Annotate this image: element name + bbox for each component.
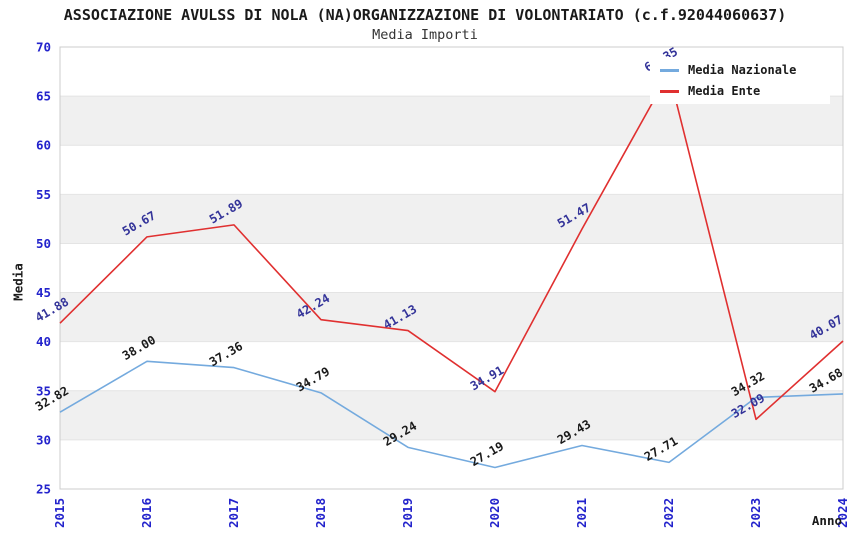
plot-border (59, 46, 844, 490)
background-band (60, 96, 843, 146)
x-tick-label: 2019 (400, 498, 415, 528)
x-tick-label: 2022 (661, 498, 676, 528)
background-band (60, 194, 843, 244)
y-tick-label: 65 (36, 89, 51, 104)
series-line-0 (59, 360, 844, 469)
x-axis-title: Anno (811, 513, 842, 528)
data-label: 34.91 (468, 363, 506, 393)
x-tick-label: 2016 (139, 498, 154, 528)
media-ente-line-swatch (660, 89, 679, 93)
legend-item-media-nazionale: Media Nazionale (660, 63, 822, 77)
y-tick-label: 55 (36, 187, 51, 202)
x-tick-label: 2018 (313, 498, 328, 528)
y-tick-label: 60 (36, 138, 51, 153)
y-axis-title: Media (10, 263, 26, 301)
legend-label: Media Nazionale (688, 63, 797, 77)
x-tick-label: 2021 (574, 498, 589, 528)
series-line-1 (59, 72, 844, 421)
data-label: 37.36 (207, 339, 245, 369)
y-tick-label: 50 (36, 236, 51, 251)
x-tick-label: 2024 (835, 498, 850, 528)
x-tick-label: 2015 (52, 498, 67, 528)
y-tick-label: 40 (36, 334, 51, 349)
y-tick-label: 35 (36, 383, 51, 398)
legend-item-media-ente: Media Ente (660, 84, 822, 98)
chart-subtitle: Media Importi (372, 27, 478, 43)
media-nazionale-line-swatch (660, 68, 679, 72)
legend-label: Media Ente (688, 84, 761, 98)
x-tick-label: 2017 (226, 498, 241, 528)
legend: Media Nazionale Media Ente (650, 57, 830, 104)
chart-title: ASSOCIAZIONE AVULSS DI NOLA (NA)ORGANIZZ… (63, 6, 787, 24)
y-tick-label: 70 (36, 40, 51, 55)
y-tick-label: 45 (36, 285, 51, 300)
data-label: 27.19 (468, 439, 506, 469)
background-band (60, 390, 843, 440)
background-band (60, 292, 843, 342)
y-tick-label: 25 (36, 482, 51, 497)
x-tick-label: 2020 (487, 498, 502, 528)
y-tick-label: 30 (36, 432, 51, 447)
x-tick-label: 2023 (748, 498, 763, 528)
